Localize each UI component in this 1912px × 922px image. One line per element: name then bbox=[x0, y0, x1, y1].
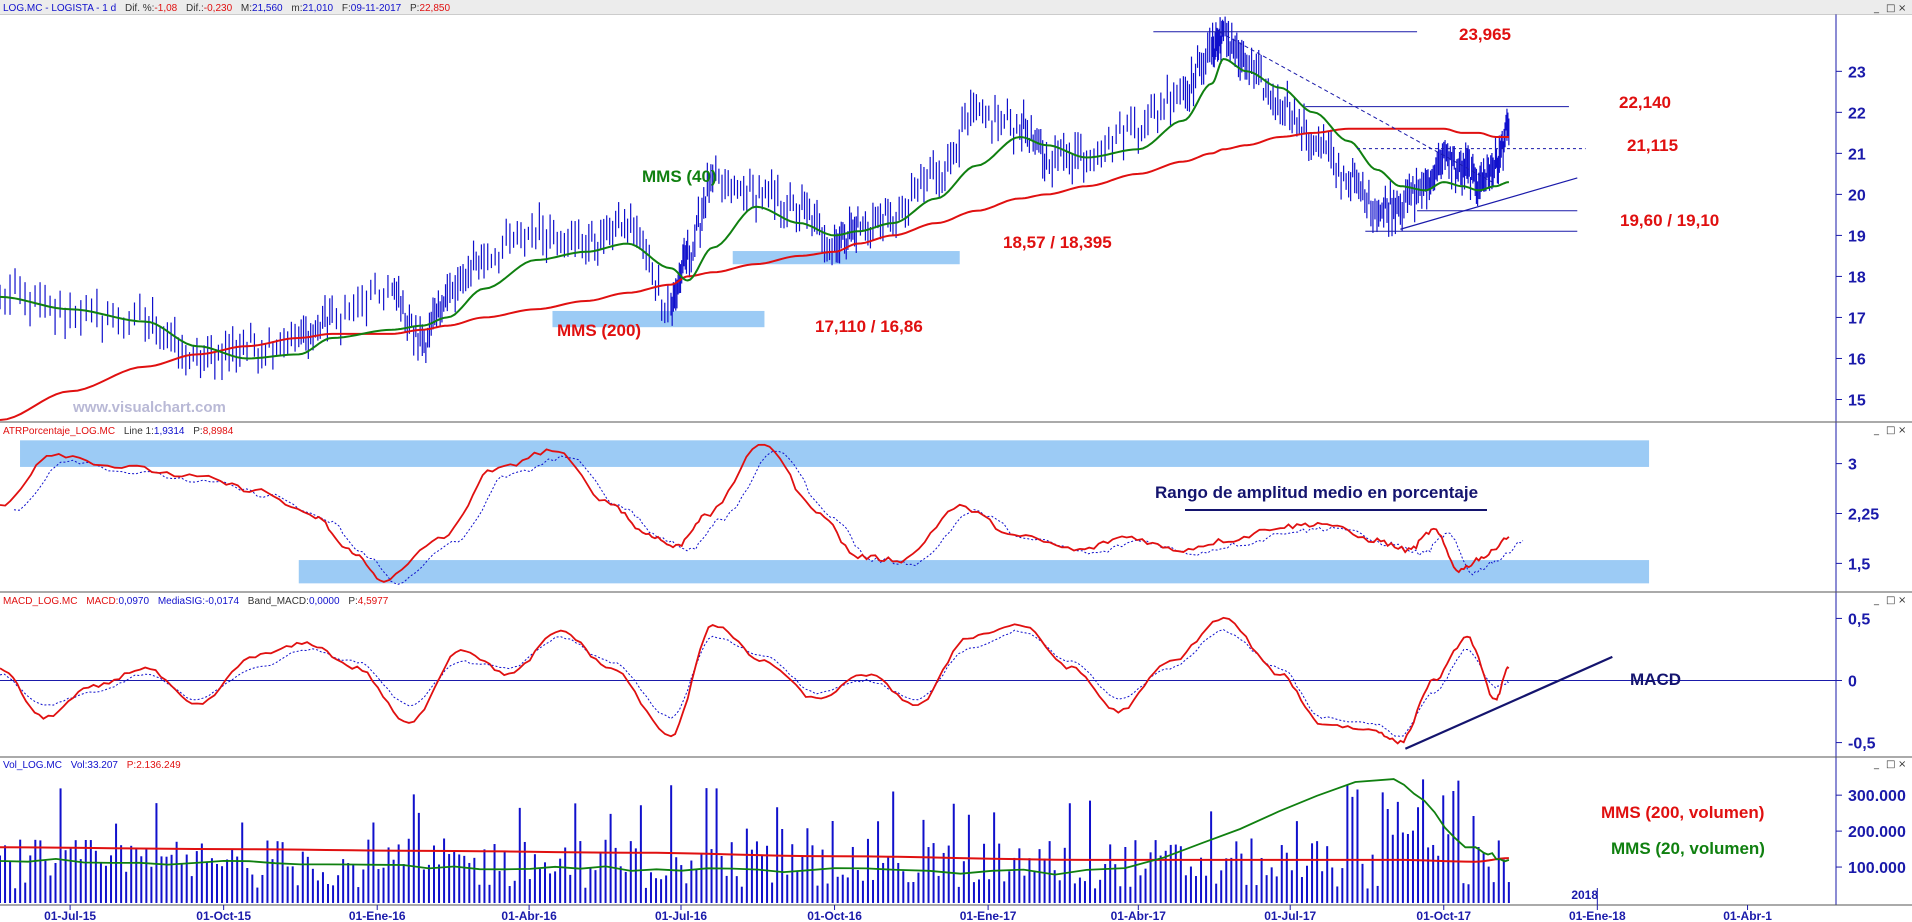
y-tick-label: 19 bbox=[1848, 228, 1866, 245]
y-tick-label: 18 bbox=[1848, 269, 1866, 286]
sma40-line bbox=[0, 57, 1509, 360]
macd-signal-line bbox=[0, 629, 1510, 737]
y-tick-label: 3 bbox=[1848, 457, 1857, 474]
sma200-label: MMS (200) bbox=[557, 321, 641, 340]
close-icon[interactable]: × bbox=[1898, 595, 1906, 606]
atr-title: Rango de amplitud medio en porcentaje bbox=[1155, 483, 1478, 502]
volume-panel bbox=[0, 778, 1510, 903]
x-tick-label: 01-Oct-15 bbox=[196, 909, 251, 922]
x-tick-label: 01-Ene-18 bbox=[1569, 909, 1626, 922]
y-tick-label: -0,5 bbox=[1848, 736, 1876, 753]
price-header: LOG.MC - LOGISTA - 1 d Dif. %:-1,08 Dif.… bbox=[0, 0, 1912, 14]
close-icon[interactable]: × bbox=[1898, 425, 1906, 436]
x-tick-label: 01-Abr-1 bbox=[1723, 909, 1772, 922]
level-2-label: 22,140 bbox=[1619, 93, 1671, 112]
atr-zone bbox=[298, 560, 1650, 584]
minimize-icon[interactable]: _ bbox=[1873, 3, 1880, 14]
atr-line bbox=[0, 443, 1510, 583]
y-tick-label: 17 bbox=[1848, 310, 1866, 327]
price-window-buttons[interactable]: _ □ × bbox=[1873, 3, 1906, 14]
minimize-icon[interactable]: _ bbox=[1873, 759, 1880, 770]
y-tick-label: 200.000 bbox=[1848, 824, 1906, 841]
level-high-label: 23,965 bbox=[1459, 25, 1511, 44]
y-tick-label: 16 bbox=[1848, 351, 1866, 368]
y-tick-label: 1,5 bbox=[1848, 556, 1870, 573]
x-tick-label: 01-Jul-17 bbox=[1264, 909, 1316, 922]
y-axis-layer: 15 16 17 18 19 20 21 22 23 1,5 2,25 3 -0,5 0 0,5 100.00… bbox=[1836, 64, 1906, 877]
volume-sma20-label: MMS (20, volumen) bbox=[1611, 839, 1765, 858]
x-tick-label: 01-Abr-17 bbox=[1111, 909, 1167, 922]
x-tick-label: 01-Ene-17 bbox=[960, 909, 1017, 922]
sma200-line bbox=[0, 127, 1509, 421]
y-tick-label: 20 bbox=[1848, 187, 1866, 204]
downtrend-line bbox=[1219, 31, 1493, 183]
volume-header: Vol_LOG.MC Vol:33.207 P:2.136.249 bbox=[3, 760, 181, 771]
x-tick-label: 01-Jul-16 bbox=[655, 909, 707, 922]
year-marker: 2018 bbox=[1571, 888, 1598, 902]
y-tick-label: 0,5 bbox=[1848, 611, 1870, 628]
atr-signal-line bbox=[13, 450, 1524, 585]
macd-panel bbox=[0, 616, 1836, 750]
support-3-label: 17,110 / 16,86 bbox=[815, 317, 923, 336]
svg-text:LOG.MC - LOGISTA - 1 d D: LOG.MC - LOGISTA - 1 d Dif. %:-1,08 Dif.… bbox=[3, 3, 450, 14]
y-tick-label: 100.000 bbox=[1848, 860, 1906, 877]
y-tick-label: 300.000 bbox=[1848, 788, 1906, 805]
maximize-icon[interactable]: □ bbox=[1886, 595, 1895, 606]
y-tick-label: 2,25 bbox=[1848, 507, 1879, 524]
volume-header-name: Vol_LOG.MC bbox=[3, 760, 62, 771]
sma40-label: MMS (40) bbox=[642, 167, 717, 186]
x-tick-label: 01-Abr-16 bbox=[501, 909, 557, 922]
maximize-icon[interactable]: □ bbox=[1886, 425, 1895, 436]
svg-text:Vol_LOG.MC Vol:33.207: Vol_LOG.MC Vol:33.207 P:2.136.249 bbox=[3, 760, 181, 771]
support-zone bbox=[552, 310, 765, 328]
atr-header-name: ATRPorcentaje_LOG.MC bbox=[3, 426, 115, 437]
macd-line bbox=[0, 616, 1510, 745]
maximize-icon[interactable]: □ bbox=[1886, 759, 1895, 770]
volume-sma20-line bbox=[0, 778, 1510, 876]
price-panel bbox=[0, 16, 1586, 421]
volume-sma200-label: MMS (200, volumen) bbox=[1601, 803, 1764, 822]
y-tick-label: 21 bbox=[1848, 146, 1866, 163]
macd-header: MACD_LOG.MC MACD:0,0970 MediaSIG:-0,0174… bbox=[3, 596, 389, 607]
y-tick-label: 15 bbox=[1848, 392, 1866, 409]
x-tick-label: 01-Oct-16 bbox=[807, 909, 862, 922]
x-tick-label: 01-Oct-17 bbox=[1416, 909, 1471, 922]
macd-title: MACD bbox=[1630, 670, 1681, 689]
svg-text:MACD_LOG.MC MACD:0,0970: MACD_LOG.MC MACD:0,0970 MediaSIG:-0,0174… bbox=[3, 596, 389, 607]
watermark: www.visualchart.com bbox=[72, 399, 226, 416]
y-tick-label: 0 bbox=[1848, 674, 1857, 691]
support-1-label: 19,60 / 19,10 bbox=[1620, 211, 1719, 230]
y-tick-label: 22 bbox=[1848, 105, 1866, 122]
macd-window-buttons[interactable]: _ □ × bbox=[1873, 595, 1906, 606]
atr-zone bbox=[20, 440, 1650, 467]
y-tick-label: 23 bbox=[1848, 64, 1866, 81]
atr-window-buttons[interactable]: _ □ × bbox=[1873, 425, 1906, 436]
support-2-label: 18,57 / 18,395 bbox=[1003, 233, 1112, 252]
minimize-icon[interactable]: _ bbox=[1873, 595, 1880, 606]
level-3-label: 21,115 bbox=[1627, 136, 1678, 155]
x-axis-layer: 01-Jul-15 01-Oct-15 01-Ene-16 01-Abr-16 01-J… bbox=[44, 888, 1772, 922]
volume-window-buttons[interactable]: _ □ × bbox=[1873, 759, 1906, 770]
minimize-icon[interactable]: _ bbox=[1873, 425, 1880, 436]
close-icon[interactable]: × bbox=[1898, 3, 1906, 14]
price-header-name: LOG.MC - LOGISTA - 1 d bbox=[3, 3, 116, 14]
maximize-icon[interactable]: □ bbox=[1886, 3, 1895, 14]
macd-header-name: MACD_LOG.MC bbox=[3, 596, 77, 607]
atr-header: ATRPorcentaje_LOG.MC Line 1:1,9314 P:8,8… bbox=[3, 426, 234, 437]
x-tick-label: 01-Jul-15 bbox=[44, 909, 96, 922]
close-icon[interactable]: × bbox=[1898, 759, 1906, 770]
volume-sma200-line bbox=[0, 846, 1509, 863]
svg-text:ATRPorcentaje_LOG.MC Lin: ATRPorcentaje_LOG.MC Line 1:1,9314 P:8,8… bbox=[3, 426, 234, 437]
uptrend-line bbox=[1400, 177, 1578, 230]
atr-panel bbox=[0, 440, 1650, 585]
macd-trend-line bbox=[1404, 655, 1613, 750]
x-tick-label: 01-Ene-16 bbox=[349, 909, 406, 922]
